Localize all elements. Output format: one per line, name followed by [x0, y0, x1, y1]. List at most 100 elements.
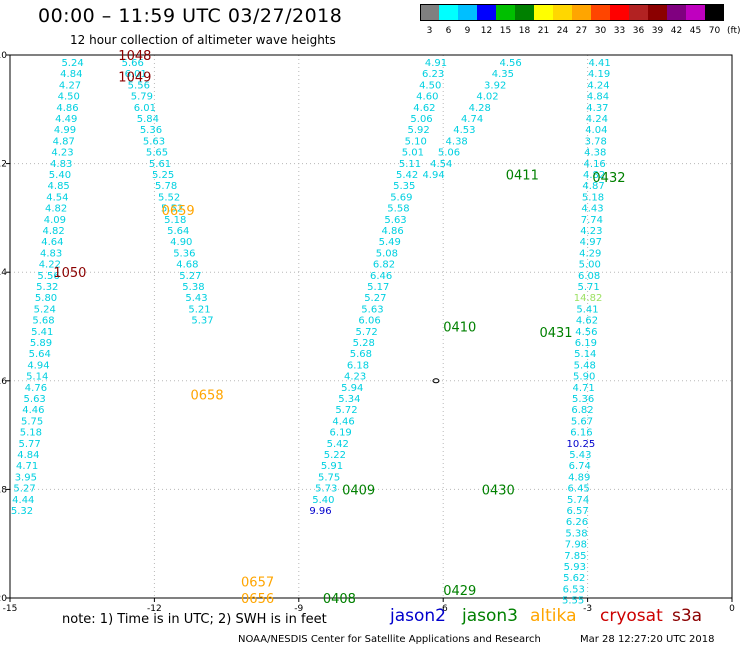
- color-scale-label: 12: [480, 26, 493, 36]
- wave-height-value: 4.16: [584, 159, 606, 170]
- wave-height-value: 3.92: [484, 80, 506, 91]
- wave-height-value: 4.91: [425, 58, 447, 69]
- wave-height-value: 5.55: [562, 596, 584, 607]
- wave-height-value: 4.04: [585, 125, 607, 136]
- y-tick-label: -16: [0, 377, 7, 387]
- wave-height-value: 6.57: [566, 506, 588, 517]
- wave-height-value: 4.23: [51, 148, 73, 159]
- wave-height-value: 4.86: [56, 103, 78, 114]
- wave-height-value: 5.64: [29, 349, 51, 360]
- wave-height-value: 5.42: [327, 439, 349, 450]
- wave-height-value: 6.19: [330, 428, 352, 439]
- wave-height-value: 4.83: [50, 159, 72, 170]
- wave-height-value: 5.75: [21, 416, 43, 427]
- wave-height-value: 4.86: [382, 226, 404, 237]
- pass-label: 0429: [443, 584, 476, 599]
- pass-label: 0659: [162, 204, 195, 219]
- wave-height-value: 5.68: [350, 349, 372, 360]
- color-scale-unit: (ft): [727, 26, 740, 36]
- color-scale-label: 45: [689, 26, 702, 36]
- wave-height-value: 4.64: [41, 237, 63, 248]
- wave-height-value: 5.89: [30, 338, 52, 349]
- wave-height-value: 5.63: [384, 215, 406, 226]
- wave-height-value: 4.38: [446, 136, 468, 147]
- wave-height-value: 4.43: [581, 204, 603, 215]
- wave-height-value: 5.67: [571, 416, 593, 427]
- wave-height-value: 5.72: [356, 327, 378, 338]
- wave-height-value: 5.56: [37, 271, 59, 282]
- color-scale-swatch: [705, 4, 724, 21]
- wave-height-value: 4.82: [583, 170, 605, 181]
- chart-subtitle: 12 hour collection of altimeter wave hei…: [70, 33, 336, 47]
- wave-height-value: 9.96: [309, 506, 331, 517]
- wave-height-value: 4.62: [413, 103, 435, 114]
- wave-height-value: 7.74: [581, 215, 603, 226]
- wave-height-value: 5.48: [574, 360, 596, 371]
- wave-height-value: 4.49: [55, 114, 77, 125]
- wave-height-value: 5.52: [158, 192, 180, 203]
- wave-height-value: 5.75: [318, 472, 340, 483]
- color-scale-label: 18: [518, 26, 531, 36]
- wave-height-value: 5.08: [376, 248, 398, 259]
- color-scale-label: 24: [556, 26, 569, 36]
- wave-height-value: 4.82: [42, 226, 64, 237]
- wave-height-value: 5.21: [188, 304, 210, 315]
- color-scale-label: 21: [537, 26, 550, 36]
- pass-label: 1050: [53, 266, 86, 281]
- wave-height-value: 4.71: [573, 383, 595, 394]
- wave-height-value: 4.38: [584, 148, 606, 159]
- wave-height-value: 4.23: [344, 372, 366, 383]
- color-scale-label: 27: [575, 26, 588, 36]
- wave-height-value: 5.27: [179, 271, 201, 282]
- wave-height-value: 4.56: [499, 58, 521, 69]
- color-scale-swatch: [629, 4, 648, 21]
- wave-height-value: 4.50: [419, 80, 441, 91]
- y-tick-label: -20: [0, 594, 7, 604]
- wave-height-value: 4.68: [176, 260, 198, 271]
- credit-line: NOAA/NESDIS Center for Satellite Applica…: [238, 634, 541, 645]
- wave-height-value: 6.53: [563, 584, 585, 595]
- wave-height-value: 4.97: [580, 237, 602, 248]
- wave-height-value: 5.10: [405, 136, 427, 147]
- x-tick-label: 0: [729, 604, 735, 614]
- wave-height-value: 4.23: [580, 226, 602, 237]
- wave-height-value: 4.71: [16, 461, 38, 472]
- x-tick-label: -6: [439, 604, 448, 614]
- wave-height-value: 5.35: [393, 181, 415, 192]
- wave-height-value: 5.14: [26, 372, 48, 383]
- wave-height-value: 5.40: [312, 495, 334, 506]
- color-scale-swatch: [553, 4, 572, 21]
- color-scale-swatch: [534, 4, 553, 21]
- wave-height-value: 5.28: [353, 338, 375, 349]
- wave-height-value: 5.62: [563, 573, 585, 584]
- wave-height-value: 6.82: [571, 405, 593, 416]
- pass-label: 0411: [506, 168, 539, 183]
- wave-height-value: 7.85: [564, 551, 586, 562]
- footer-note: note: 1) Time is in UTC; 2) SWH is in fe…: [62, 612, 327, 627]
- wave-height-value: 4.56: [575, 327, 597, 338]
- wave-height-value: 5.25: [152, 170, 174, 181]
- wave-height-value: 6.18: [347, 360, 369, 371]
- wave-height-value: 6.01: [125, 69, 147, 80]
- legend-altika: altika: [530, 606, 577, 626]
- wave-height-value: 5.63: [361, 304, 383, 315]
- color-scale-swatch: [572, 4, 591, 21]
- wave-height-value: 4.22: [39, 260, 61, 271]
- color-scale-label: 3: [426, 26, 433, 36]
- color-scale-label: 33: [613, 26, 626, 36]
- wave-height-value: 5.63: [143, 136, 165, 147]
- wave-height-value: 4.54: [46, 192, 68, 203]
- wave-height-value: 5.68: [32, 316, 54, 327]
- wave-height-value: 5.71: [577, 282, 599, 293]
- wave-height-value: 5.49: [379, 237, 401, 248]
- wave-height-value: 5.06: [438, 148, 460, 159]
- x-tick-label: -15: [3, 604, 18, 614]
- track-marker: [432, 378, 440, 384]
- wave-height-value: 5.24: [61, 58, 83, 69]
- wave-height-value: 4.89: [568, 472, 590, 483]
- wave-height-value: 4.83: [40, 248, 62, 259]
- pass-label: 0408: [323, 592, 356, 607]
- wave-height-value: 4.87: [582, 181, 604, 192]
- color-scale-swatch: [686, 4, 705, 21]
- wave-height-value: 3.95: [15, 472, 37, 483]
